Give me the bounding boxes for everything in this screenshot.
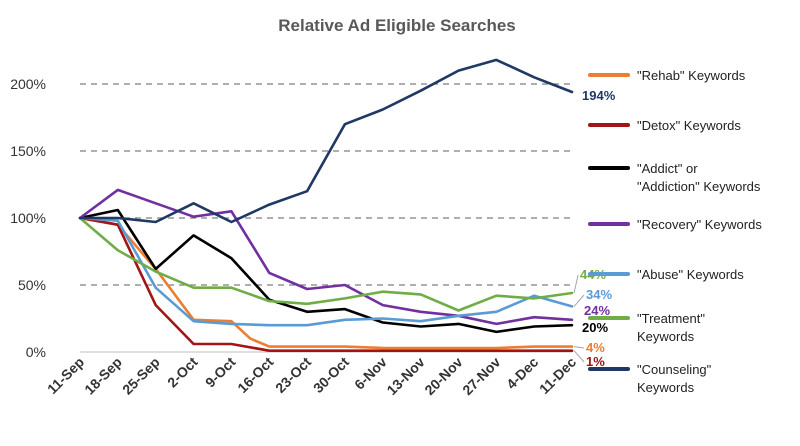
legend-item: "Detox" Keywords <box>588 118 741 133</box>
legend-label: "Counseling" <box>637 362 712 377</box>
end-label: 34% <box>586 287 612 302</box>
y-tick-label: 150% <box>10 143 46 159</box>
y-tick-label: 100% <box>10 210 46 226</box>
legend-label: "Abuse" Keywords <box>637 267 744 282</box>
y-axis-ticks: 0% 50% 100% 150% 200% <box>10 76 46 360</box>
series-line <box>78 216 574 353</box>
series-line <box>78 216 574 327</box>
legend-label: "Rehab" Keywords <box>637 68 746 83</box>
series-line <box>78 216 574 350</box>
legend-item: "Treatment" Keywords <box>588 311 705 344</box>
end-label: 194% <box>582 88 616 103</box>
series-line <box>78 216 574 312</box>
end-label: 4% <box>586 340 605 355</box>
series-lines <box>78 58 574 353</box>
end-label-leader <box>573 346 585 349</box>
legend-label: "Recovery" Keywords <box>637 217 762 232</box>
legend-item: "Rehab" Keywords <box>588 68 746 83</box>
legend-item: "Abuse" Keywords <box>588 267 744 282</box>
end-label: 24% <box>584 303 610 318</box>
end-label-leader <box>573 350 585 363</box>
end-label-leader <box>573 294 585 307</box>
legend: "Rehab" Keywords "Detox" Keywords "Addict"… <box>588 68 762 395</box>
y-tick-label: 0% <box>26 344 46 360</box>
series-line <box>78 188 574 326</box>
legend-label: "Detox" Keywords <box>637 118 741 133</box>
legend-label: Keywords <box>637 329 695 344</box>
legend-item: "Recovery" Keywords <box>588 217 762 232</box>
legend-item: "Addict" or "Addiction" Keywords <box>588 161 761 194</box>
y-tick-label: 200% <box>10 76 46 92</box>
legend-label: "Treatment" <box>637 311 705 326</box>
y-tick-label: 50% <box>18 277 46 293</box>
legend-label: "Addiction" Keywords <box>637 179 761 194</box>
end-label-leader <box>573 274 579 294</box>
chart-title: Relative Ad Eligible Searches <box>278 16 515 35</box>
legend-item: "Counseling" Keywords <box>588 362 712 395</box>
legend-label: Keywords <box>637 380 695 395</box>
series-line <box>78 208 574 334</box>
legend-label: "Addict" or <box>637 161 698 176</box>
series-line <box>78 58 574 224</box>
end-label: 20% <box>582 320 608 335</box>
end-label: 1% <box>586 354 605 369</box>
